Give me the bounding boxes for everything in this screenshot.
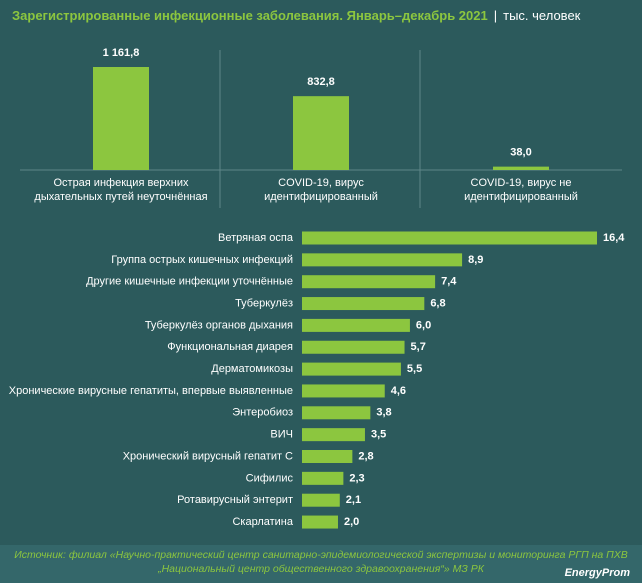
y-tick-label: Туберкулёз <box>235 297 293 309</box>
y-tick-label: Сифилис <box>246 472 294 484</box>
y-tick-label: Функциональная диарея <box>167 341 293 353</box>
y-tick-label: Дерматомикозы <box>211 363 293 375</box>
value-label: 3,8 <box>376 407 391 419</box>
title: Зарегистрированные инфекционные заболева… <box>12 8 581 23</box>
value-label: 6,8 <box>430 297 445 309</box>
bar <box>302 471 344 485</box>
unit: тыс. человек <box>503 8 581 23</box>
value-label: 2,0 <box>344 516 359 528</box>
value-label: 16,4 <box>603 232 625 244</box>
y-tick-label: ВИЧ <box>270 429 293 441</box>
bar <box>302 450 353 463</box>
value-label: 8,9 <box>468 254 483 266</box>
y-tick-label: Энтеробиоз <box>232 407 293 419</box>
bar <box>302 493 340 507</box>
x-tick-label: Острая инфекция верхних дыхательных путе… <box>34 177 208 203</box>
y-tick-label: Туберкулёз органов дыхания <box>145 319 293 331</box>
bar <box>302 318 410 332</box>
y-tick-label: Группа острых кишечных инфекций <box>111 254 293 266</box>
value-label: 2,3 <box>349 472 364 484</box>
brand: EnergyProm <box>565 567 631 579</box>
bar <box>302 340 405 354</box>
bar <box>302 275 436 289</box>
value-label: 2,8 <box>358 450 373 462</box>
y-tick-label: Ветряная оспа <box>218 232 294 244</box>
value-label: 1 161,8 <box>103 47 140 59</box>
title-text: Зарегистрированные инфекционные заболева… <box>12 8 488 23</box>
y-tick-label: Ротавирусный энтерит <box>177 494 293 506</box>
bar <box>302 428 365 442</box>
bar <box>293 96 349 170</box>
footer-band <box>0 545 642 583</box>
title-separator: | <box>494 8 497 23</box>
value-label: 7,4 <box>441 276 457 288</box>
value-label: 5,7 <box>411 341 426 353</box>
value-label: 6,0 <box>416 319 431 331</box>
y-tick-label: Хронический вирусный гепатит С <box>123 450 293 462</box>
bar <box>302 384 385 398</box>
bar <box>302 231 597 245</box>
y-tick-label: Скарлатина <box>232 516 293 528</box>
bar <box>493 166 549 170</box>
source: Источник: филиал «Научно-практический це… <box>14 549 628 575</box>
value-label: 2,1 <box>346 494 361 506</box>
x-tick-label: COVID-19, вирус не идентифицированный <box>464 177 578 203</box>
bar <box>302 515 338 529</box>
bar <box>93 67 149 170</box>
y-tick-label: Другие кишечные инфекции уточнённые <box>86 276 293 288</box>
value-label: 5,5 <box>407 363 422 375</box>
bar <box>302 253 463 267</box>
value-label: 832,8 <box>307 76 335 88</box>
value-label: 3,5 <box>371 429 386 441</box>
bar <box>302 362 401 376</box>
bar <box>302 406 371 420</box>
bar <box>302 297 425 311</box>
value-label: 4,6 <box>391 385 406 397</box>
value-label: 38,0 <box>510 147 531 159</box>
x-tick-label: COVID-19, вирус идентифицированный <box>264 177 378 203</box>
y-tick-label: Хронические вирусные гепатиты, впервые в… <box>9 385 293 397</box>
